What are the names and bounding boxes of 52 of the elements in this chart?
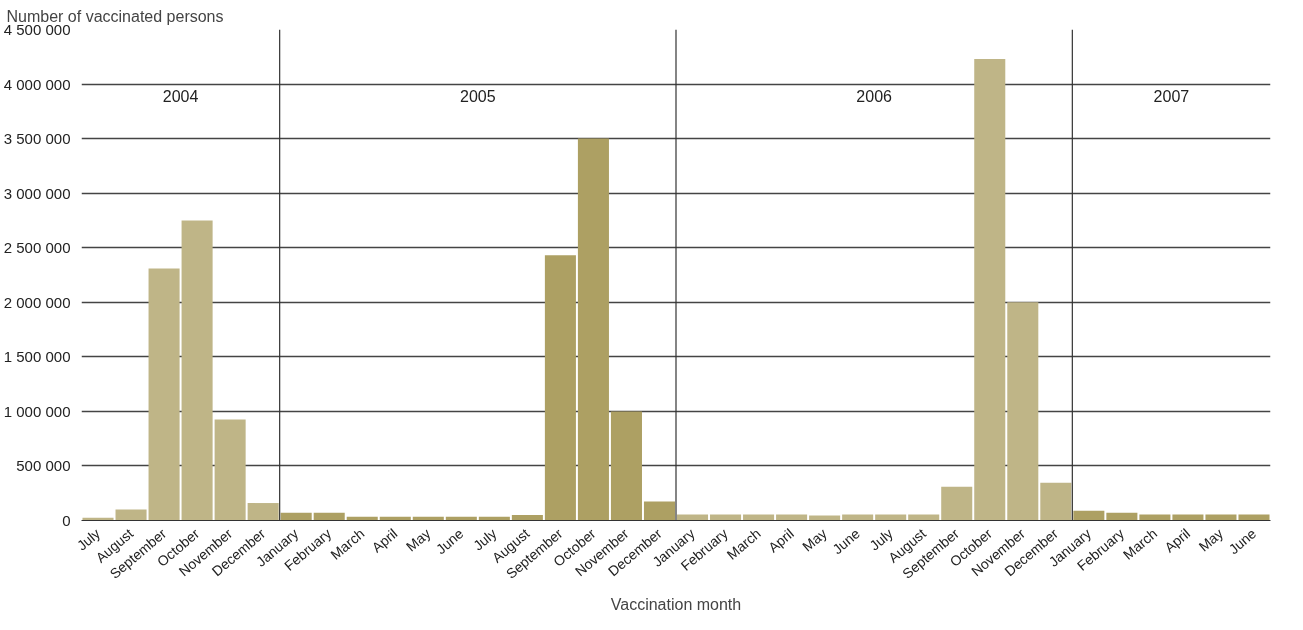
bar [908, 514, 940, 521]
y-tick-label: 500 000 [16, 457, 71, 475]
bar [511, 515, 543, 521]
bar [710, 514, 742, 521]
bar [1172, 514, 1204, 521]
x-tick-label: June [1225, 525, 1260, 558]
y-tick-label: 3 500 000 [3, 130, 71, 148]
x-tick-label: June [829, 525, 863, 558]
bar [676, 514, 709, 521]
bar [974, 58, 1006, 521]
bar [1040, 482, 1072, 521]
bar [1073, 510, 1105, 521]
bar [1139, 514, 1171, 521]
bar [148, 268, 180, 521]
y-tick-label: 1 500 000 [3, 348, 71, 366]
bar [610, 411, 642, 521]
x-tick-label: July [866, 525, 896, 554]
bar [643, 501, 676, 521]
bar [247, 503, 279, 521]
bar [544, 255, 576, 521]
x-tick-label: May [1195, 525, 1227, 555]
bar [1106, 512, 1138, 521]
x-tick-label: July [470, 525, 500, 554]
bar [181, 220, 213, 521]
annotation: 2004 [162, 87, 199, 105]
x-axis-title: Vaccination month [610, 595, 742, 613]
bar [1205, 514, 1237, 521]
bar [776, 514, 808, 521]
y-tick-label: 3 000 000 [3, 184, 71, 202]
bar [214, 419, 246, 521]
bar [941, 486, 973, 521]
bar [115, 509, 147, 521]
x-tick-label: May [799, 525, 830, 555]
y-tick-label: 1 000 000 [3, 402, 71, 420]
bar [577, 138, 609, 521]
bar [280, 512, 312, 521]
bar [842, 514, 874, 521]
y-tick-label: 2 000 000 [3, 293, 71, 311]
bar [313, 512, 345, 521]
y-tick-label: 4 000 000 [3, 75, 71, 93]
x-tick-label: June [432, 525, 467, 558]
annotation: 2005 [460, 87, 496, 105]
y-tick-label: 0 [62, 512, 71, 529]
annotation: 2006 [856, 87, 893, 105]
x-tick-label: July [73, 525, 104, 554]
bar [1238, 514, 1270, 521]
bar [1007, 302, 1039, 521]
bar [743, 514, 775, 521]
x-tick-label: May [402, 525, 434, 555]
bar [875, 514, 907, 521]
y-tick-label: 2 500 000 [3, 239, 71, 257]
annotation: 2007 [1153, 87, 1190, 105]
